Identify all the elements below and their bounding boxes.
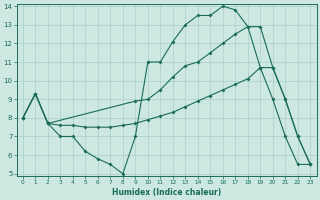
X-axis label: Humidex (Indice chaleur): Humidex (Indice chaleur) [112, 188, 221, 197]
